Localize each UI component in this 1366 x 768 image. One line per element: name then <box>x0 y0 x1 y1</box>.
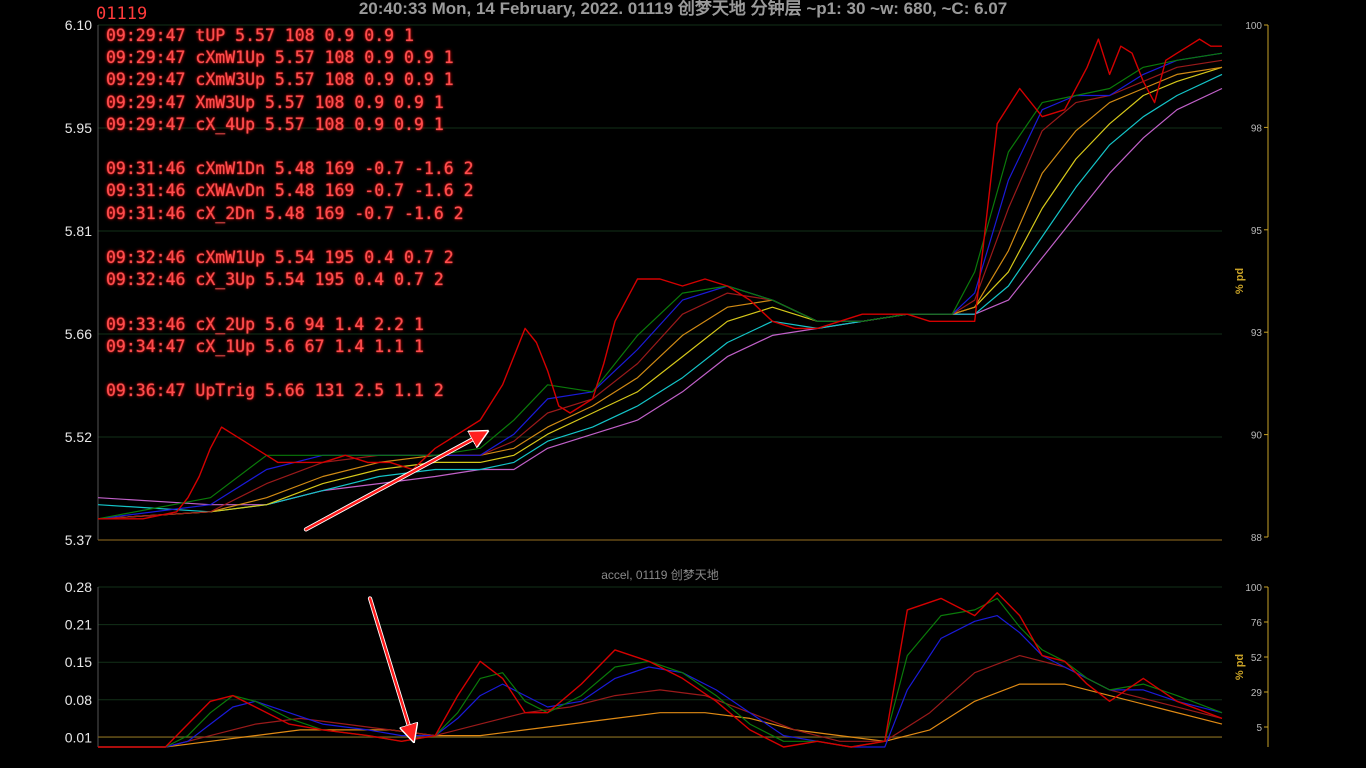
right-tick-label: 76 <box>1251 618 1263 629</box>
series-line-a5 <box>98 683 1223 748</box>
symbol-tag: 01119 <box>96 4 148 24</box>
y-tick-label: 5.95 <box>65 120 92 136</box>
y-tick-label: 0.08 <box>65 692 92 708</box>
series-line-a2 <box>98 597 1223 748</box>
y-tick-label: 5.66 <box>65 326 92 342</box>
alert-gap <box>106 225 474 247</box>
series-line-a1 <box>98 592 1223 748</box>
right-tick-label: 98 <box>1251 123 1263 134</box>
right-axis-label: % pd <box>1234 654 1246 680</box>
alert-line: 09:29:47 cXmW1Up 5.57 108 0.9 0.9 1 <box>106 48 454 68</box>
alert-line: 09:29:47 XmW3Up 5.57 108 0.9 0.9 1 <box>106 92 444 112</box>
alert-line: 09:34:47 cX_1Up 5.6 67 1.4 1.1 1 <box>106 336 424 356</box>
y-tick-label: 6.10 <box>65 17 92 33</box>
right-tick-label: 100 <box>1245 21 1262 32</box>
series-line-ma1 <box>97 52 1223 520</box>
alert-log: 09:29:47 tUP 5.57 108 0.9 0.9 1 09:29:47 … <box>106 25 474 402</box>
alert-line: 09:32:46 cX_3Up 5.54 195 0.4 0.7 2 <box>106 270 444 290</box>
right-tick-label: 95 <box>1251 226 1263 237</box>
series-line-a3 <box>98 614 1223 748</box>
alert-line: 09:29:47 cX_4Up 5.57 108 0.9 0.9 1 <box>106 114 444 134</box>
right-tick-label: 5 <box>1256 723 1262 734</box>
accel-panel-title: accel, 01119 创梦天地 <box>601 568 719 582</box>
right-tick-label: 29 <box>1251 688 1263 699</box>
right-tick-label: 93 <box>1251 328 1263 339</box>
alert-line: 09:31:46 cX_2Dn 5.48 169 -0.7 -1.6 2 <box>106 203 464 223</box>
annotation-arrows <box>303 433 485 739</box>
arrow-down <box>368 597 413 738</box>
right-tick-label: 90 <box>1251 431 1263 442</box>
series-line-ma7 <box>97 87 1223 506</box>
series-line-a4 <box>98 654 1223 748</box>
alert-line: 09:31:46 cXWAvDn 5.48 169 -0.7 -1.6 2 <box>106 181 474 201</box>
series-line-ma4 <box>97 66 1223 520</box>
y-tick-label: 5.81 <box>65 223 92 239</box>
alert-gap <box>106 291 474 313</box>
accel-panel: 0.28 0.21 0.15 0.08 0.01 100 76 52 29 5 % pd <box>65 579 1269 748</box>
right-axis-label: % pd <box>1234 268 1246 294</box>
alert-line: 09:31:46 cXmW1Dn 5.48 169 -0.7 -1.6 2 <box>106 159 474 179</box>
right-tick-label: 100 <box>1245 583 1262 594</box>
series-line-ma5 <box>97 66 1223 520</box>
right-tick-label: 88 <box>1251 533 1263 544</box>
alert-line: 09:29:47 tUP 5.57 108 0.9 0.9 1 <box>106 26 414 45</box>
alert-line: 09:29:47 cXmW3Up 5.57 108 0.9 0.9 1 <box>106 70 454 90</box>
y-tick-label: 5.52 <box>65 429 92 445</box>
arrow-up <box>304 433 485 531</box>
y-tick-label: 0.15 <box>65 654 92 670</box>
y-tick-label: 0.01 <box>65 729 92 745</box>
series-line-ma6 <box>97 73 1223 513</box>
alert-gap <box>106 358 474 380</box>
chart-title: 20:40:33 Mon, 14 February, 2022. 01119 创… <box>358 0 1008 18</box>
right-tick-label: 52 <box>1251 653 1263 664</box>
series-line-price <box>98 38 1222 520</box>
y-tick-label: 5.37 <box>65 532 92 548</box>
alert-gap <box>106 136 474 158</box>
alert-line: 09:36:47 UpTrig 5.66 131 2.5 1.1 2 <box>106 381 444 401</box>
alert-line: 09:33:46 cX_2Up 5.6 94 1.4 2.2 1 <box>106 314 424 334</box>
y-tick-label: 0.28 <box>65 579 92 595</box>
y-tick-label: 0.21 <box>65 617 92 633</box>
price-panel: 6.10 5.95 5.81 5.66 5.52 5.37 100 98 95 93 90 88 % p… <box>65 17 1269 548</box>
alert-line: 09:32:46 cXmW1Up 5.54 195 0.4 0.7 2 <box>106 248 454 267</box>
